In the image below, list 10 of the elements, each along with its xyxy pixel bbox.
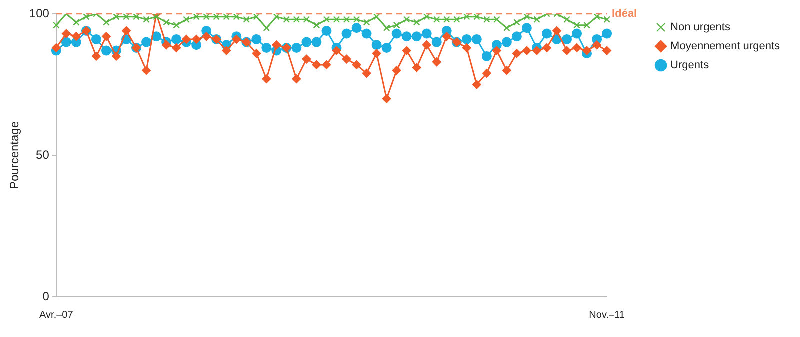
x-tick-label: Nov.–11: [589, 310, 626, 321]
legend-label: Urgents: [670, 60, 710, 72]
legend-label: Moyennement urgents: [670, 40, 780, 53]
x-tick-label: Avr.–07: [40, 310, 74, 321]
legend-label: Non urgents: [670, 22, 731, 34]
y-tick-label: 50: [36, 148, 50, 162]
y-axis-title: Pourcentage: [8, 121, 22, 190]
y-tick-label: 100: [29, 6, 50, 20]
ref-line-label: Idéal: [612, 8, 638, 20]
y-tick-label: 0: [42, 289, 50, 304]
